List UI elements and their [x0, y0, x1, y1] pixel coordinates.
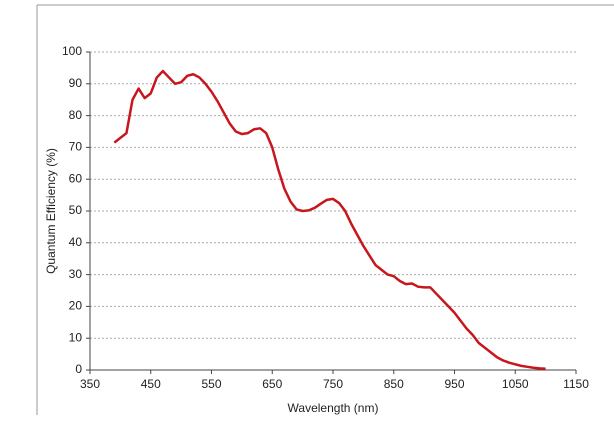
x-tick-label: 450 [141, 377, 161, 391]
x-tick-label: 650 [262, 377, 282, 391]
data-line [113, 69, 546, 370]
x-tick-label: 850 [384, 377, 404, 391]
y-tick-label: 70 [69, 140, 83, 154]
y-axis-label: Quantum Efficiency (%) [44, 148, 58, 274]
x-axis-label: Wavelength (nm) [288, 401, 379, 415]
y-tick-label: 0 [75, 362, 82, 376]
y-tick-label: 10 [69, 330, 83, 344]
y-tick-label: 90 [69, 76, 83, 90]
x-tick-label: 750 [323, 377, 343, 391]
x-tick-label: 350 [80, 377, 100, 391]
x-tick-label: 1050 [502, 377, 529, 391]
y-tick-label: 100 [62, 44, 82, 58]
y-tick-label: 20 [69, 299, 83, 313]
y-tick-label: 50 [69, 203, 83, 217]
y-tick-label: 60 [69, 171, 83, 185]
y-tick-label: 40 [69, 235, 83, 249]
x-tick-label: 950 [444, 377, 464, 391]
y-tick-label: 30 [69, 267, 83, 281]
y-tick-label: 80 [69, 108, 83, 122]
x-tick-label: 550 [201, 377, 221, 391]
x-tick-label: 1150 [563, 377, 589, 391]
